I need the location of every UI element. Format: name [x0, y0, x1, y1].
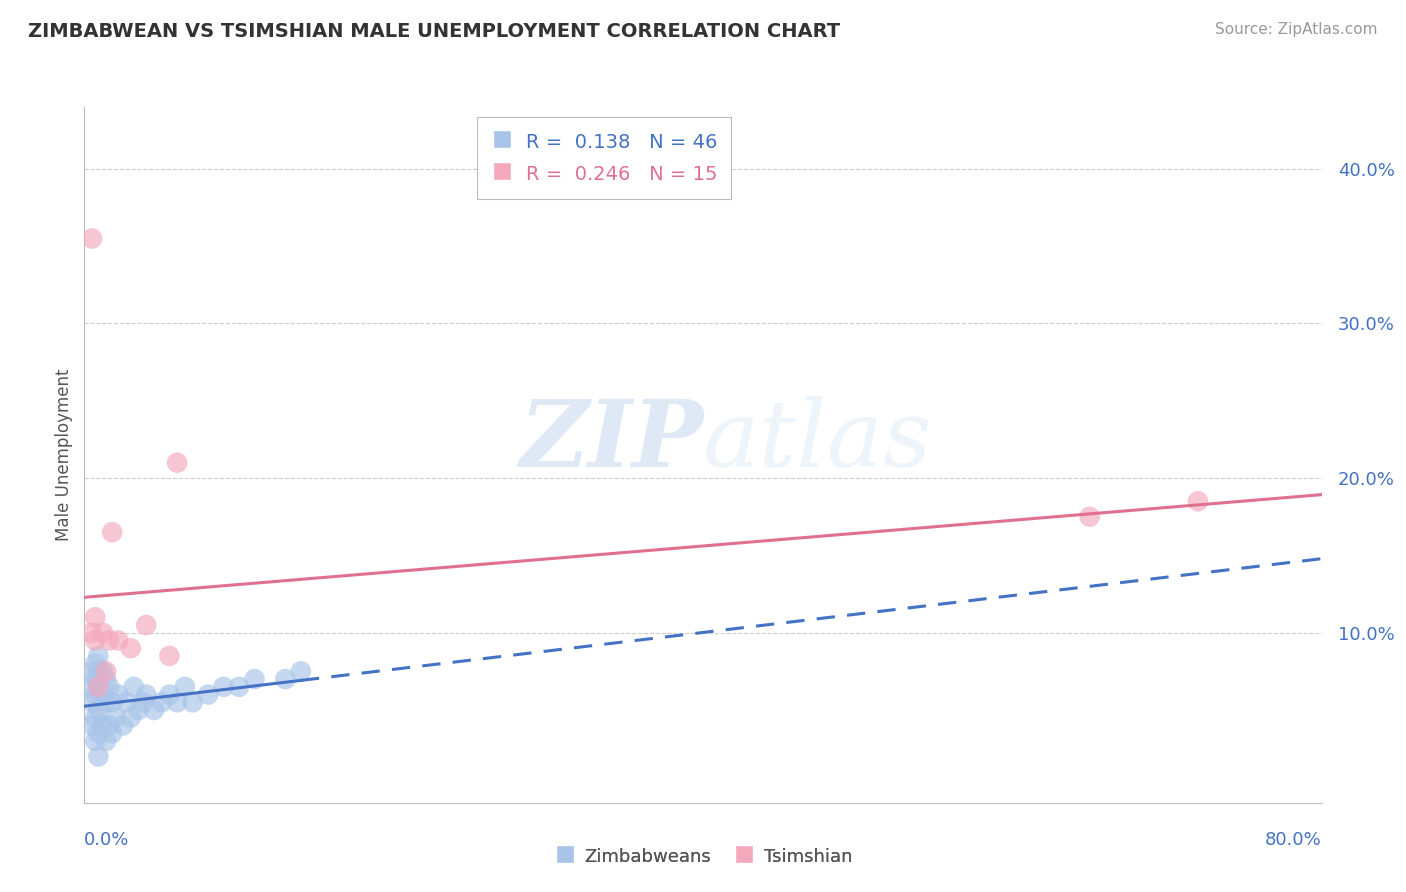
Point: [166, 456, 188, 470]
Point: [94, 672, 117, 686]
Text: 80.0%: 80.0%: [1265, 830, 1322, 848]
Y-axis label: Male Unemployment: Male Unemployment: [55, 368, 73, 541]
Point: [101, 726, 124, 740]
Point: [84, 672, 107, 686]
Point: [94, 665, 117, 679]
Point: [94, 734, 117, 748]
Point: [174, 680, 197, 694]
Point: [82, 665, 104, 679]
Point: [82, 231, 104, 245]
Point: [290, 665, 312, 679]
Point: [159, 648, 180, 663]
Point: [87, 665, 110, 679]
Text: atlas: atlas: [703, 396, 932, 486]
Point: [127, 703, 149, 717]
Text: ZIP: ZIP: [519, 396, 703, 486]
Point: [84, 657, 107, 671]
Point: [91, 625, 114, 640]
Point: [82, 695, 104, 709]
Point: [91, 665, 114, 679]
Point: [107, 633, 129, 648]
Point: [120, 711, 142, 725]
Point: [87, 703, 110, 717]
Point: [98, 633, 121, 648]
Point: [212, 680, 235, 694]
Point: [181, 695, 204, 709]
Point: [82, 718, 104, 732]
Point: [1078, 509, 1101, 524]
Point: [98, 680, 121, 694]
Text: 0.0%: 0.0%: [84, 830, 129, 848]
Point: [101, 695, 124, 709]
Point: [82, 680, 104, 694]
Legend: Zimbabweans, Tsimshian: Zimbabweans, Tsimshian: [547, 838, 859, 874]
Point: [87, 749, 110, 764]
Point: [87, 680, 110, 694]
Point: [159, 688, 180, 702]
Point: [112, 718, 135, 732]
Point: [243, 672, 266, 686]
Point: [87, 648, 110, 663]
Point: [87, 680, 110, 694]
Point: [122, 680, 145, 694]
Point: [84, 711, 107, 725]
Point: [107, 688, 129, 702]
Point: [84, 688, 107, 702]
Point: [135, 618, 157, 632]
Point: [132, 695, 155, 709]
Point: [84, 734, 107, 748]
Point: [120, 641, 142, 656]
Point: [150, 695, 173, 709]
Point: [82, 625, 104, 640]
Point: [98, 718, 121, 732]
Point: [135, 688, 157, 702]
Point: [197, 688, 219, 702]
Point: [84, 610, 107, 624]
Text: ZIMBABWEAN VS TSIMSHIAN MALE UNEMPLOYMENT CORRELATION CHART: ZIMBABWEAN VS TSIMSHIAN MALE UNEMPLOYMEN…: [28, 22, 841, 41]
Point: [104, 711, 127, 725]
Point: [87, 726, 110, 740]
Point: [143, 703, 166, 717]
Point: [91, 688, 114, 702]
Text: Source: ZipAtlas.com: Source: ZipAtlas.com: [1215, 22, 1378, 37]
Point: [166, 695, 188, 709]
Point: [101, 525, 124, 540]
Point: [115, 695, 138, 709]
Point: [274, 672, 297, 686]
Point: [228, 680, 250, 694]
Point: [1187, 494, 1209, 508]
Point: [94, 695, 117, 709]
Point: [84, 633, 107, 648]
Point: [91, 718, 114, 732]
